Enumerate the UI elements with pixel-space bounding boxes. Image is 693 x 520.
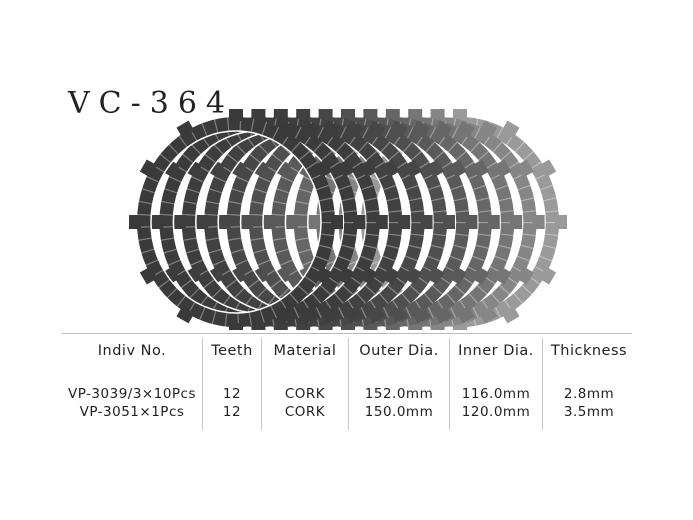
- column-divider: [348, 338, 349, 430]
- row2-thickness: 3.5mm: [563, 404, 615, 420]
- column-divider: [261, 338, 262, 430]
- row2-teeth: 12: [222, 404, 242, 420]
- row1-indiv-no: VP-3039/3×10Pcs: [67, 386, 197, 402]
- row2-indiv-no: VP-3051×1Pcs: [79, 404, 185, 420]
- row1-inner-dia: 116.0mm: [461, 386, 531, 402]
- header-teeth: Teeth: [211, 343, 253, 359]
- header-inner-dia: Inner Dia.: [458, 343, 534, 359]
- column-divider: [449, 338, 450, 430]
- row1-outer-dia: 152.0mm: [364, 386, 434, 402]
- clutch-plates-image: [129, 109, 567, 330]
- header-outer-dia: Outer Dia.: [359, 343, 439, 359]
- header-material: Material: [273, 343, 337, 359]
- table-top-rule: [62, 333, 632, 334]
- product-code: VC-364: [68, 86, 235, 121]
- row1-material: CORK: [284, 386, 326, 402]
- header-thickness: Thickness: [550, 343, 628, 359]
- row2-outer-dia: 150.0mm: [364, 404, 434, 420]
- header-indiv-no: Indiv No.: [97, 343, 167, 359]
- clutch-plate: [129, 109, 343, 330]
- row1-teeth: 12: [222, 386, 242, 402]
- column-divider: [542, 338, 543, 430]
- row2-material: CORK: [284, 404, 326, 420]
- row1-thickness: 2.8mm: [563, 386, 615, 402]
- column-divider: [202, 338, 203, 430]
- row2-inner-dia: 120.0mm: [461, 404, 531, 420]
